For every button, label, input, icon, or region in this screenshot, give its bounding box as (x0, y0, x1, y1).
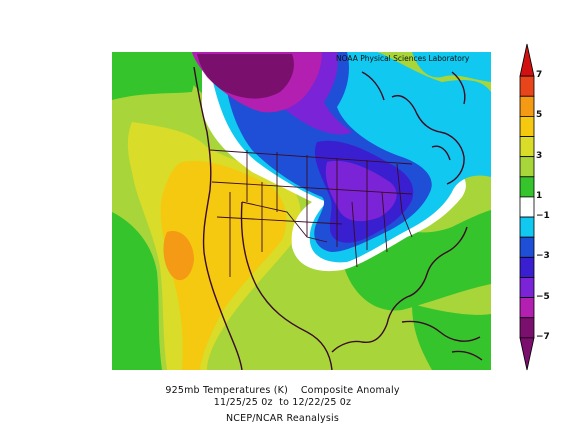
colorbar-tick-label: 7 (536, 70, 543, 81)
colorbar-segment (519, 43, 535, 77)
colorbar-tick-label: 5 (536, 110, 543, 121)
contour-orange-spot (163, 231, 194, 281)
map-date-range: 11/25/25 0z to 12/22/25 0z (213, 397, 352, 408)
contour-darkpurple (197, 54, 294, 99)
colorbar-tick-label: −5 (536, 291, 550, 302)
colorbar-segment (519, 136, 535, 158)
map-title: 925mb Temperatures (K) Composite Anomaly (165, 385, 400, 396)
colorbar-segment (519, 196, 535, 218)
colorbar-tick-label: −1 (536, 211, 550, 222)
colorbar-segment (519, 256, 535, 278)
colorbar-segment (519, 75, 535, 97)
colorbar-segment (519, 116, 535, 137)
borders (209, 149, 413, 277)
colorbar-segment (519, 216, 535, 238)
colorbar-segment (519, 236, 535, 258)
colorbar-tick-label: 1 (536, 190, 543, 201)
colorbar (515, 42, 565, 372)
contour-green-west-lower (112, 212, 162, 370)
coastlines (193, 66, 483, 370)
colorbar-segment (519, 297, 535, 319)
colorbar-tick-label: −7 (536, 331, 550, 342)
colorbar-segment (519, 156, 535, 178)
colorbar-segment (519, 176, 535, 198)
map-source: NCEP/NCAR Reanalysis (225, 413, 339, 424)
credit-label: NOAA Physical Sciences Laboratory (336, 54, 470, 63)
colorbar-segment (519, 277, 535, 298)
colorbar-tick-label: 3 (536, 150, 543, 161)
colorbar-segment (519, 337, 535, 371)
contour-gold-core (160, 160, 287, 370)
colorbar-tick-label: −3 (536, 251, 550, 262)
colorbar-segment (519, 95, 535, 117)
anomaly-map (112, 52, 491, 370)
colorbar-segment (519, 317, 535, 339)
contour-cyan-ne (412, 52, 491, 82)
